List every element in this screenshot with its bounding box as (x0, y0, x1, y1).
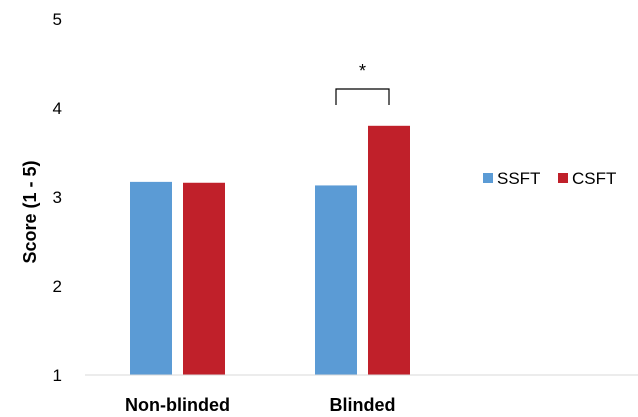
legend-swatch-csft (558, 173, 568, 183)
bar-csft-blinded (368, 125, 410, 375)
legend-label-ssft: SSFT (497, 169, 540, 188)
y-tick-label: 4 (53, 99, 62, 118)
y-axis-ticks: 1 2 3 4 5 (53, 10, 62, 385)
y-axis-label: Score (1 - 5) (20, 160, 40, 263)
y-tick-label: 5 (53, 10, 62, 29)
legend: SSFT CSFT (483, 169, 616, 188)
legend-swatch-ssft (483, 173, 493, 183)
y-tick-label: 2 (53, 277, 62, 296)
significance-annotation: * (335, 61, 390, 105)
significance-bracket (335, 88, 390, 105)
bar-ssft-non-blinded (130, 181, 172, 375)
significance-star: * (359, 61, 366, 81)
x-category-label: Blinded (330, 395, 396, 415)
x-axis-categories: Non-blinded Blinded (125, 395, 395, 415)
bar-ssft-blinded (315, 185, 357, 375)
x-category-label: Non-blinded (125, 395, 230, 415)
legend-label-csft: CSFT (572, 169, 616, 188)
bar-csft-non-blinded (183, 182, 225, 375)
bars (130, 125, 410, 375)
y-tick-label: 3 (53, 188, 62, 207)
y-tick-label: 1 (53, 366, 62, 385)
